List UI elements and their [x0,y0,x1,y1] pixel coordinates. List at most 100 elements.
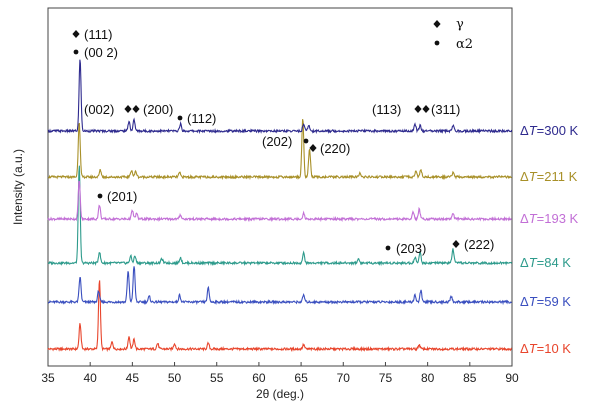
x-tick-label: 60 [252,371,266,385]
peak-annotation: (203) [385,241,426,256]
plot-border [47,7,513,367]
x-tick-label: 80 [421,371,435,385]
series-label-delta: Δ [520,169,529,184]
dot-marker [385,245,391,251]
legend: γ α2 [433,17,473,52]
series-line [47,180,512,223]
series-label-var: T [529,123,538,138]
series-label: ΔT=300 K [520,123,579,138]
peak-annotation-label: (201) [107,189,137,204]
series-label: ΔT=211 K [520,169,578,184]
series-line [47,165,513,267]
diamond-marker [452,240,460,248]
series-label-delta: Δ [520,211,529,226]
diamond-marker [433,20,441,28]
peak-annotation: (220) [309,141,350,156]
peak-annotation-label: (202) [262,134,292,149]
peak-annotation: (311) [431,102,460,117]
diamond-marker [422,105,430,113]
peak-annotation: (113) [372,102,430,117]
x-axis-title: 2θ (deg.) [256,387,304,401]
series-label: ΔT=193 K [520,211,579,226]
legend-label: γ [456,17,464,32]
x-tick-label: 55 [210,371,224,385]
dot-marker [303,138,309,144]
peak-annotation: (112) [177,111,216,126]
series-line [47,266,512,306]
y-axis-title: Intensity (a.u.) [11,149,25,225]
legend-entry-gamma: γ [433,17,464,32]
diamond-marker [309,144,317,152]
diamond-marker [414,105,422,113]
series-label-value: =300 K [537,123,579,138]
peak-annotation: (002) [84,102,140,117]
peak-annotation-label: (200) [143,102,173,117]
peak-annotation: (201) [97,189,137,204]
peak-annotation-label: (112) [187,111,216,126]
series-label: ΔT=10 K [520,341,571,356]
peak-annotation-label: (113) [372,102,401,117]
peak-annotation: (222) [452,237,494,252]
series-label-delta: Δ [520,294,529,309]
series-label: ΔT=59 K [520,294,571,309]
legend-entry-alpha2: α2 [434,37,473,52]
series-label-value: =211 K [537,169,578,184]
x-tick-label: 50 [168,371,182,385]
series-label-value: =59 K [537,294,572,309]
peak-annotation: (200) [143,102,173,117]
peak-annotation-layer: (111) (00 2) (002) (200) (112) (113) (311) (202… [72,27,494,256]
peak-annotation-label: (002) [84,102,114,117]
legend-label: α2 [456,37,473,52]
peak-annotation: (111) [72,27,112,42]
peak-annotation: (202) [262,134,309,149]
plot-frame [47,7,513,367]
series-label-var: T [529,255,538,270]
series-label-delta: Δ [520,255,529,270]
x-tick-label: 70 [337,371,351,385]
series-label-delta: Δ [520,123,529,138]
peak-annotation-label: (203) [396,241,426,256]
series-2 [47,165,513,267]
diamond-marker [132,105,140,113]
x-tick-label: 45 [126,371,140,385]
dot-marker [177,115,183,121]
series-label-value: =84 K [537,255,572,270]
peak-annotation-label: (00 2) [84,45,118,60]
series-label-var: T [529,169,538,184]
x-tick-label: 90 [505,371,519,385]
series-label-var: T [529,341,538,356]
series-5 [47,59,513,135]
dot-marker [434,40,440,46]
peak-annotation-label: (111) [84,27,112,42]
series-line [47,280,513,353]
x-tick-label: 65 [294,371,308,385]
series-label-layer: ΔT=10 KΔT=59 KΔT=84 KΔT=193 KΔT=211 KΔT=… [520,123,579,356]
series-0 [47,280,513,353]
series-label-var: T [529,211,538,226]
series-layer [47,59,513,353]
series-3 [47,180,512,223]
x-tick-label: 35 [41,371,55,385]
series-line [47,59,513,135]
series-label-value: =10 K [537,341,572,356]
peak-annotation-label: (311) [431,102,460,117]
series-4 [47,118,512,181]
diamond-marker [124,105,132,113]
peak-annotation-label: (220) [320,141,350,156]
x-tick-label: 75 [379,371,393,385]
x-tick-label: 40 [84,371,98,385]
series-label-delta: Δ [520,341,529,356]
diamond-marker [72,30,80,38]
peak-annotation-label: (222) [464,237,494,252]
dot-marker [73,49,79,55]
dot-marker [97,193,103,199]
series-line [47,118,512,181]
series-label-var: T [529,294,538,309]
series-label: ΔT=84 K [520,255,571,270]
series-label-value: =193 K [537,211,579,226]
series-1 [47,266,512,306]
peak-annotation: (00 2) [73,45,118,60]
x-tick-label: 85 [463,371,477,385]
x-axis: 35 40 45 50 55 60 65 70 75 80 85 90 [41,362,519,385]
